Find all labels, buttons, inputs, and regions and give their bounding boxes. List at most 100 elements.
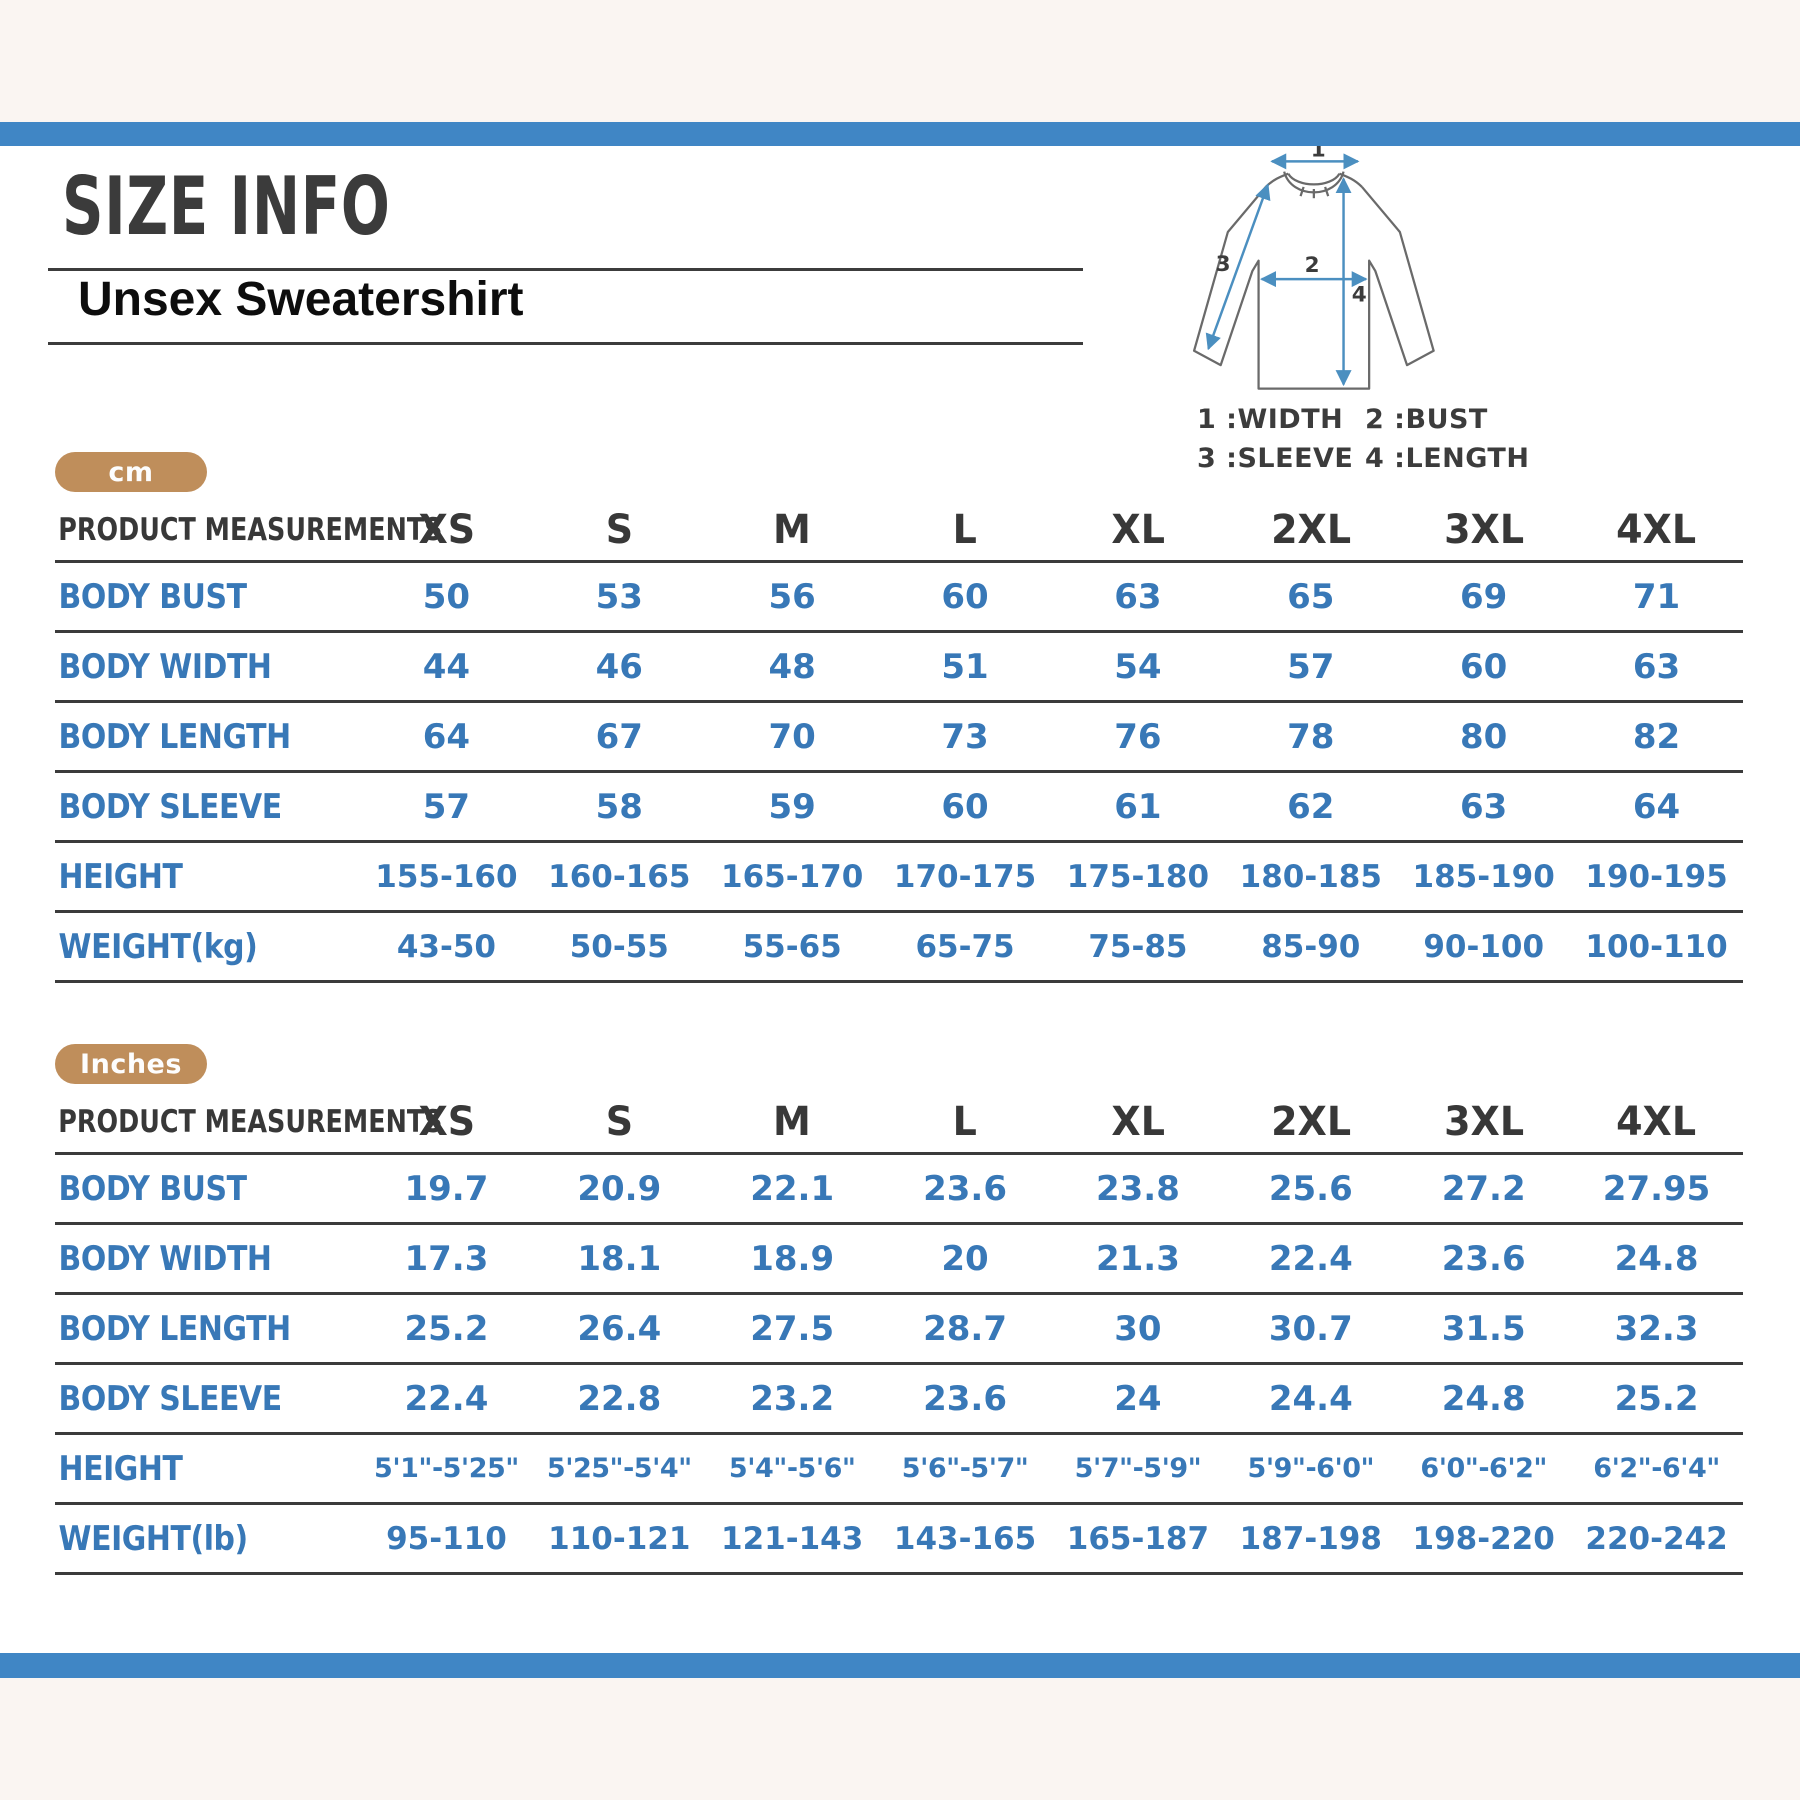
size-value-cell: 25.2 <box>360 1293 533 1365</box>
size-value-cell: 56 <box>705 561 879 633</box>
diagram-legend: 1 :WIDTH 2 :BUST 3 :SLEEVE 4 :LENGTH <box>1197 404 1529 474</box>
unit-badge-cm: cm <box>55 452 207 492</box>
size-value-cell: 6'0"-6'2" <box>1397 1433 1571 1505</box>
size-value-cell: 44 <box>360 631 533 703</box>
size-value-cell: 64 <box>1570 771 1743 843</box>
size-value-cell: 67 <box>532 701 706 773</box>
row-label: BODY SLEEVE <box>55 771 360 843</box>
row-label: BODY WIDTH <box>55 631 360 703</box>
size-value-cell: 18.9 <box>705 1223 879 1295</box>
table-row: HEIGHT 5'1"-5'25" 5'25"-5'4" 5'4"-5'6" 5'6"-… <box>55 1433 1743 1505</box>
size-value-cell: 19.7 <box>360 1153 533 1225</box>
size-column-header: 3XL <box>1397 1092 1571 1155</box>
table-row: HEIGHT 155-160 160-165 165-170 170-175 175-18… <box>55 841 1743 913</box>
sweatshirt-measurement-diagram: 1 2 3 4 1 :WIDTH 2 :BUST 3 :SLEEVE 4 :LE… <box>1155 146 1755 476</box>
size-value-cell: 23.6 <box>878 1153 1052 1225</box>
row-label: WEIGHT(lb) <box>55 1503 360 1575</box>
size-value-cell: 63 <box>1570 631 1743 703</box>
size-column-header: M <box>705 1092 879 1155</box>
size-value-cell: 6'2"-6'4" <box>1570 1433 1743 1505</box>
size-value-cell: 165-170 <box>705 841 879 913</box>
mark-length: 4 <box>1352 283 1367 308</box>
row-label: BODY WIDTH <box>55 1223 360 1295</box>
size-value-cell: 20.9 <box>532 1153 706 1225</box>
size-value-cell: 65-75 <box>878 911 1052 983</box>
size-value-cell: 25.6 <box>1224 1153 1398 1225</box>
size-value-cell: 24 <box>1051 1363 1225 1435</box>
size-value-cell: 30 <box>1051 1293 1225 1365</box>
unit-badge-inches: Inches <box>55 1044 207 1084</box>
size-value-cell: 100-110 <box>1570 911 1743 983</box>
size-value-cell: 80 <box>1397 701 1571 773</box>
page-title: SIZE INFO <box>62 160 391 253</box>
size-value-cell: 50 <box>360 561 533 633</box>
size-value-cell: 180-185 <box>1224 841 1398 913</box>
legend-item-length: 4 :LENGTH <box>1365 443 1530 474</box>
size-column-header: XL <box>1051 1092 1225 1155</box>
size-column-header: S <box>532 500 706 563</box>
row-label: BODY BUST <box>55 561 360 633</box>
row-label: BODY BUST <box>55 1153 360 1225</box>
size-value-cell: 198-220 <box>1397 1503 1571 1575</box>
size-value-cell: 46 <box>532 631 706 703</box>
row-label: BODY SLEEVE <box>55 1363 360 1435</box>
size-value-cell: 185-190 <box>1397 841 1571 913</box>
size-column-header: S <box>532 1092 706 1155</box>
size-value-cell: 95-110 <box>360 1503 533 1575</box>
size-column-header: M <box>705 500 879 563</box>
table-row: WEIGHT(lb) 95-110 110-121 121-143 143-165 165… <box>55 1503 1743 1575</box>
size-value-cell: 60 <box>878 561 1052 633</box>
legend-item-bust: 2 :BUST <box>1365 404 1488 435</box>
size-value-cell: 63 <box>1051 561 1225 633</box>
size-value-cell: 53 <box>532 561 706 633</box>
size-value-cell: 57 <box>360 771 533 843</box>
sweatshirt-icon: 1 2 3 4 <box>1192 146 1435 390</box>
size-value-cell: 5'6"-5'7" <box>878 1433 1052 1505</box>
size-value-cell: 59 <box>705 771 879 843</box>
size-value-cell: 48 <box>705 631 879 703</box>
size-value-cell: 110-121 <box>532 1503 706 1575</box>
mark-bust: 2 <box>1305 253 1320 278</box>
size-value-cell: 82 <box>1570 701 1743 773</box>
size-value-cell: 28.7 <box>878 1293 1052 1365</box>
size-column-header: 2XL <box>1224 1092 1398 1155</box>
size-chart-content: SIZE INFO Unsex Sweatershirt <box>0 146 1800 1653</box>
size-value-cell: 27.5 <box>705 1293 879 1365</box>
size-value-cell: 26.4 <box>532 1293 706 1365</box>
table-header-row: PRODUCT MEASUREMENTS XS S M L XL 2XL 3XL 4XL <box>55 1092 1743 1155</box>
size-value-cell: 43-50 <box>360 911 533 983</box>
size-column-header: 4XL <box>1570 500 1743 563</box>
size-value-cell: 5'25"-5'4" <box>532 1433 706 1505</box>
mark-sleeve: 3 <box>1216 252 1231 277</box>
size-value-cell: 22.8 <box>532 1363 706 1435</box>
size-value-cell: 25.2 <box>1570 1363 1743 1435</box>
table-row: BODY SLEEVE 57 58 59 60 61 62 63 64 <box>55 771 1743 843</box>
size-value-cell: 24.4 <box>1224 1363 1398 1435</box>
size-value-cell: 58 <box>532 771 706 843</box>
cm-measurements-table: PRODUCT MEASUREMENTS XS S M L XL 2XL 3XL 4XL BODY… <box>55 500 1743 983</box>
subtitle-divider-top <box>48 268 1083 271</box>
size-value-cell: 5'7"-5'9" <box>1051 1433 1225 1505</box>
size-value-cell: 51 <box>878 631 1052 703</box>
table-row: WEIGHT(kg) 43-50 50-55 55-65 65-75 75-85 85-90… <box>55 911 1743 983</box>
size-value-cell: 5'4"-5'6" <box>705 1433 879 1505</box>
table-row: BODY LENGTH 25.2 26.4 27.5 28.7 30 30.7 31.5 32.… <box>55 1293 1743 1365</box>
size-value-cell: 20 <box>878 1223 1052 1295</box>
inches-measurements-table: PRODUCT MEASUREMENTS XS S M L XL 2XL 3XL 4XL BODY… <box>55 1092 1743 1575</box>
row-label: BODY LENGTH <box>55 701 360 773</box>
size-value-cell: 165-187 <box>1051 1503 1225 1575</box>
size-column-header: L <box>878 500 1052 563</box>
size-value-cell: 21.3 <box>1051 1223 1225 1295</box>
table-row: BODY LENGTH 64 67 70 73 76 78 80 82 <box>55 701 1743 773</box>
size-value-cell: 187-198 <box>1224 1503 1398 1575</box>
size-value-cell: 23.6 <box>878 1363 1052 1435</box>
size-value-cell: 17.3 <box>360 1223 533 1295</box>
size-value-cell: 5'9"-6'0" <box>1224 1433 1398 1505</box>
size-value-cell: 31.5 <box>1397 1293 1571 1365</box>
size-column-header: XS <box>360 500 533 563</box>
size-value-cell: 175-180 <box>1051 841 1225 913</box>
size-value-cell: 24.8 <box>1397 1363 1571 1435</box>
size-value-cell: 155-160 <box>360 841 533 913</box>
size-value-cell: 121-143 <box>705 1503 879 1575</box>
